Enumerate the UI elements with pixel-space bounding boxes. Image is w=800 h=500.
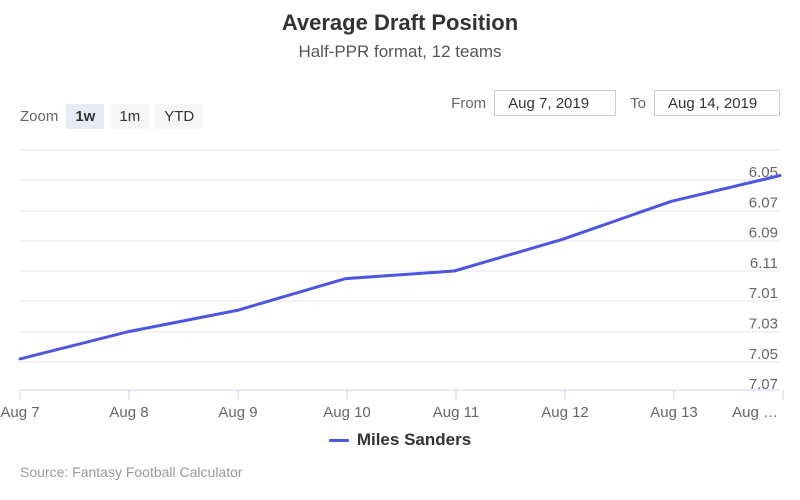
x-tick-label: Aug 8 [109, 404, 148, 421]
y-tick-label: 7.07 [749, 376, 778, 393]
y-tick-label: 6.07 [749, 194, 778, 211]
legend[interactable]: Miles Sanders [0, 430, 800, 450]
y-tick-label: 7.05 [749, 346, 778, 363]
zoom-1w-button[interactable]: 1w [66, 104, 105, 129]
to-date-input[interactable]: Aug 14, 2019 [654, 90, 780, 116]
x-tick-label: Aug 9 [218, 404, 257, 421]
to-label: To [630, 94, 646, 112]
chart-title: Average Draft Position [281, 10, 519, 35]
date-range: From Aug 7, 2019 To Aug 14, 2019 [451, 90, 780, 116]
y-tick-label: 6.09 [749, 225, 778, 242]
legend-series-label: Miles Sanders [356, 430, 472, 449]
x-tick-label: Aug … [732, 404, 778, 421]
x-tick-label: Aug 10 [323, 404, 371, 421]
x-tick-label: Aug 12 [541, 404, 589, 421]
x-tick-label: Aug 13 [650, 404, 698, 421]
x-tick-label: Aug 11 [433, 404, 479, 421]
source-credit: Source: Fantasy Football Calculator [20, 464, 243, 480]
y-tick-label: 7.01 [749, 285, 778, 302]
zoom-1m-button[interactable]: 1m [110, 104, 150, 129]
chart-subtitle: Half-PPR format, 12 teams [298, 42, 502, 61]
zoom-ytd-button[interactable]: YTD [155, 104, 204, 129]
x-tick-label: Aug 7 [0, 404, 39, 421]
from-date-input[interactable]: Aug 7, 2019 [494, 90, 617, 116]
zoom-controls: Zoom 1w 1m YTD [20, 104, 209, 129]
zoom-label: Zoom [20, 108, 59, 125]
from-label: From [451, 94, 487, 112]
y-tick-label: 7.03 [749, 316, 778, 333]
series-line-miles-sanders [18, 174, 782, 361]
legend-series-swatch [328, 438, 349, 442]
y-tick-label: 6.11 [750, 255, 778, 272]
